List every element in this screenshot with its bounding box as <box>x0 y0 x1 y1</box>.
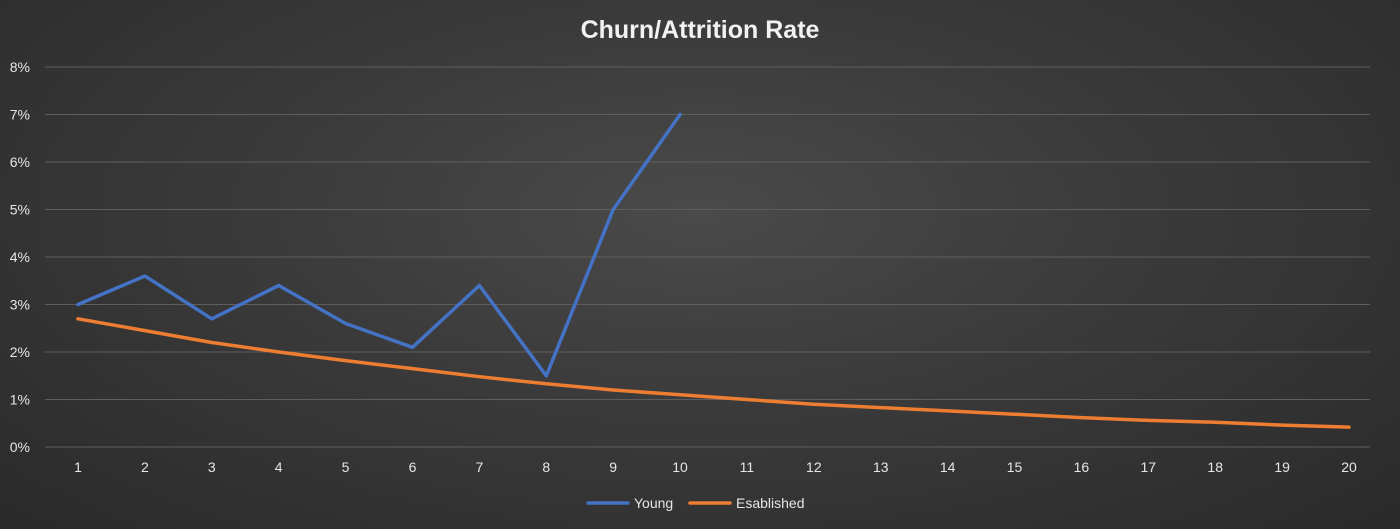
legend-label-1: Esablished <box>736 495 805 511</box>
y-tick-label: 1% <box>10 392 30 408</box>
chart-title: Churn/Attrition Rate <box>581 16 820 44</box>
x-tick-label: 12 <box>806 459 822 475</box>
x-tick-label: 2 <box>141 459 149 475</box>
x-tick-label: 11 <box>740 459 755 475</box>
x-tick-label: 20 <box>1341 459 1357 475</box>
x-tick-label: 6 <box>409 459 417 475</box>
x-tick-label: 7 <box>475 459 483 475</box>
x-tick-label: 13 <box>873 459 889 475</box>
x-tick-label: 4 <box>275 459 283 475</box>
series-lines <box>76 112 1351 429</box>
series-line-1 <box>76 317 1351 429</box>
y-tick-label: 4% <box>10 249 30 265</box>
y-axis-tick-labels: 0% 1% 2% 3% 4% 5% 6% 7% 8% <box>10 59 30 455</box>
gridlines <box>45 66 1370 448</box>
x-tick-label: 1 <box>74 459 82 475</box>
legend: Young Esablished <box>586 495 805 511</box>
x-tick-label: 9 <box>609 459 617 475</box>
x-tick-label: 17 <box>1141 459 1157 475</box>
y-tick-label: 6% <box>10 154 30 170</box>
series-line-0 <box>76 112 682 378</box>
x-tick-label: 3 <box>208 459 216 475</box>
y-tick-label: 3% <box>10 297 30 313</box>
x-axis-tick-labels: 1 2 3 4 5 6 7 8 9 10 11 12 13 14 15 16 17 18 19 20 <box>74 459 1357 475</box>
x-tick-label: 16 <box>1074 459 1090 475</box>
x-tick-label: 8 <box>542 459 550 475</box>
x-tick-label: 19 <box>1274 459 1290 475</box>
legend-label-0: Young <box>634 495 673 511</box>
y-tick-label: 0% <box>10 439 30 455</box>
y-tick-label: 5% <box>10 202 30 218</box>
x-tick-label: 5 <box>342 459 350 475</box>
y-tick-label: 8% <box>10 59 30 75</box>
y-tick-label: 7% <box>10 107 30 123</box>
x-tick-label: 15 <box>1007 459 1023 475</box>
x-tick-label: 10 <box>672 459 688 475</box>
y-tick-label: 2% <box>10 344 30 360</box>
x-tick-label: 14 <box>940 459 956 475</box>
x-tick-label: 18 <box>1207 459 1223 475</box>
